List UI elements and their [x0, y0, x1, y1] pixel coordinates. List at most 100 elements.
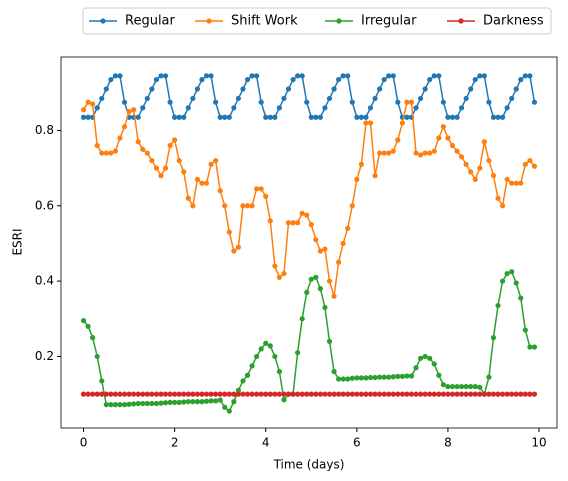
- data-point: [203, 73, 210, 79]
- data-point: [513, 180, 519, 186]
- y-tick-label: 0.4: [35, 274, 54, 288]
- data-point: [153, 400, 160, 407]
- data-point: [518, 180, 524, 186]
- data-point: [445, 383, 451, 390]
- data-point: [144, 400, 150, 407]
- data-point: [167, 391, 173, 397]
- data-point: [117, 402, 123, 408]
- data-point: [117, 73, 123, 79]
- data-point: [244, 76, 251, 83]
- data-point: [167, 99, 173, 105]
- data-point: [244, 391, 251, 397]
- data-point: [190, 95, 196, 102]
- data-point: [108, 391, 114, 397]
- data-point: [449, 114, 456, 120]
- data-point: [176, 114, 182, 120]
- data-point: [267, 343, 273, 349]
- data-point: [522, 73, 528, 79]
- data-point: [185, 195, 191, 201]
- data-point: [395, 391, 401, 397]
- data-point: [131, 107, 137, 113]
- data-point: [317, 391, 323, 397]
- data-point: [308, 114, 314, 120]
- x-tick-label: 4: [262, 436, 270, 450]
- data-point: [390, 148, 396, 154]
- data-point: [254, 186, 260, 192]
- data-point: [203, 391, 210, 397]
- data-point: [367, 391, 374, 397]
- data-point: [308, 222, 314, 228]
- data-point: [531, 163, 538, 169]
- data-point: [481, 73, 487, 79]
- data-point: [531, 391, 538, 397]
- data-point: [217, 114, 223, 120]
- data-point: [112, 148, 119, 154]
- data-point: [340, 73, 346, 79]
- data-point: [417, 391, 424, 397]
- data-point: [181, 399, 187, 405]
- data-point: [231, 248, 237, 254]
- data-point: [217, 391, 223, 397]
- data-point: [390, 73, 396, 79]
- data-point: [468, 383, 474, 390]
- legend-label: Darkness: [483, 14, 544, 29]
- data-point: [436, 372, 442, 378]
- data-point: [103, 150, 109, 156]
- data-point: [149, 157, 155, 164]
- data-point: [217, 397, 223, 403]
- data-point: [431, 361, 437, 367]
- data-point: [518, 391, 524, 397]
- data-point: [272, 263, 278, 269]
- data-point: [172, 399, 178, 405]
- data-point: [144, 391, 150, 397]
- data-point: [527, 73, 533, 79]
- data-point: [486, 157, 492, 164]
- legend-frame: [82, 7, 552, 35]
- data-point: [208, 161, 214, 167]
- data-point: [126, 109, 132, 115]
- data-point: [390, 374, 396, 380]
- data-point: [112, 391, 119, 397]
- data-point: [213, 157, 219, 164]
- data-point: [417, 95, 424, 102]
- data-point: [135, 391, 141, 397]
- data-point: [313, 114, 319, 120]
- data-point: [449, 383, 456, 390]
- data-point: [181, 169, 187, 175]
- data-point: [162, 73, 169, 79]
- data-point: [322, 304, 328, 311]
- data-point: [240, 203, 246, 209]
- data-point: [226, 408, 232, 414]
- data-point: [176, 399, 182, 405]
- data-point: [181, 391, 187, 397]
- data-point: [267, 391, 273, 397]
- data-point: [477, 73, 483, 79]
- data-point: [381, 391, 387, 397]
- data-point: [308, 276, 314, 282]
- data-point: [395, 373, 401, 379]
- data-point: [513, 391, 519, 397]
- data-point: [367, 374, 374, 381]
- data-point: [331, 293, 337, 299]
- data-point: [162, 391, 169, 397]
- data-point: [522, 391, 528, 397]
- data-point: [499, 278, 506, 284]
- data-point: [135, 139, 141, 145]
- data-point: [436, 135, 442, 141]
- data-point: [340, 376, 346, 382]
- data-point: [304, 391, 310, 397]
- data-point: [167, 142, 173, 149]
- data-point: [509, 391, 515, 397]
- data-point: [440, 391, 446, 397]
- data-point: [231, 105, 237, 111]
- data-point: [372, 173, 378, 179]
- legend-marker: [336, 18, 342, 24]
- data-point: [140, 391, 146, 397]
- data-point: [458, 391, 465, 397]
- data-point: [345, 73, 351, 79]
- data-point: [527, 344, 533, 350]
- data-point: [158, 400, 164, 406]
- data-point: [509, 180, 515, 186]
- data-point: [267, 218, 273, 224]
